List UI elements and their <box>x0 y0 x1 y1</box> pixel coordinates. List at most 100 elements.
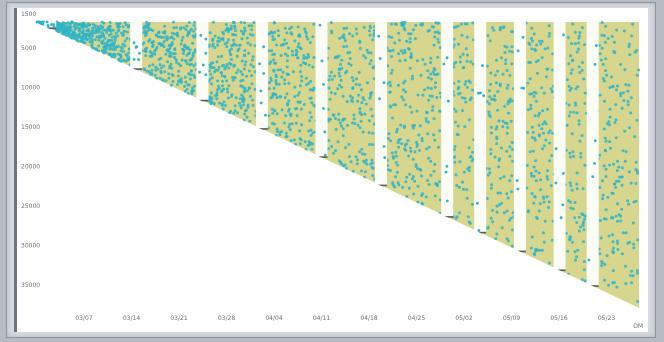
scatter-point <box>492 28 496 32</box>
scatter-point <box>288 27 292 31</box>
scatter-point <box>69 36 73 40</box>
scatter-point <box>490 97 494 101</box>
scatter-point <box>471 21 475 25</box>
scatter-point <box>615 285 619 289</box>
scatter-point <box>229 47 233 51</box>
scatter-point <box>617 165 621 169</box>
scatter-point <box>296 56 300 60</box>
scatter-point <box>328 97 332 101</box>
scatter-point <box>405 175 409 179</box>
scatter-point <box>580 212 584 216</box>
scatter-point <box>327 86 331 90</box>
scatter-point <box>176 74 180 78</box>
scatter-point <box>297 91 301 95</box>
scatter-point <box>77 33 81 37</box>
scatter-point <box>462 170 466 174</box>
scatter-point <box>485 100 489 104</box>
scatter-point <box>273 30 277 34</box>
scatter-point <box>283 96 287 99</box>
scatter-point <box>438 180 441 184</box>
scatter-point <box>566 36 570 40</box>
gap-band <box>513 22 526 252</box>
scatter-point <box>338 36 342 40</box>
scatter-point <box>602 127 606 131</box>
scatter-point <box>510 141 514 144</box>
scatter-point <box>393 185 396 189</box>
x-tick-label: 04/25 <box>408 315 425 322</box>
scatter-point <box>410 74 414 78</box>
scatter-point <box>504 58 508 62</box>
scatter-point <box>240 37 244 41</box>
scatter-point <box>123 29 126 33</box>
scatter-point <box>210 76 214 80</box>
scatter-point <box>242 97 246 101</box>
gap-bands <box>37 20 639 308</box>
scatter-point <box>404 90 408 94</box>
scatter-point <box>427 156 431 160</box>
scatter-point <box>389 139 393 143</box>
scatter-point <box>336 87 340 91</box>
empty-region <box>37 23 639 308</box>
y-tick-label: 5000 <box>21 45 36 52</box>
scatter-point <box>601 62 605 66</box>
scatter-point <box>358 112 362 115</box>
scatter-point <box>608 123 611 127</box>
scatter-point <box>135 45 138 49</box>
scatter-point <box>510 45 514 49</box>
scatter-point <box>487 89 491 93</box>
scatter-point <box>635 269 639 273</box>
scatter-point <box>127 51 131 55</box>
scatter-point <box>547 200 551 204</box>
scatter-point <box>216 68 220 72</box>
scatter-point <box>545 175 549 179</box>
scatter-point <box>283 82 287 86</box>
scatter-point <box>232 21 236 24</box>
scatter-point <box>530 125 534 129</box>
scatter-point <box>245 115 249 119</box>
scatter-point <box>603 262 607 266</box>
scatter-point <box>231 75 235 79</box>
scatter-point <box>245 74 249 78</box>
scatter-point <box>369 59 373 62</box>
scatter-point <box>433 30 437 34</box>
scatter-point <box>150 72 154 76</box>
scatter-point <box>633 50 637 54</box>
scatter-point <box>623 68 627 72</box>
scatter-point <box>598 52 602 56</box>
scatter-point <box>611 269 615 273</box>
scatter-point <box>626 103 630 107</box>
scatter-point <box>327 119 331 123</box>
scatter-point <box>387 132 391 136</box>
scatter-point <box>156 67 160 71</box>
scatter-point <box>499 146 503 150</box>
scatter-point <box>232 38 236 42</box>
scatter-point <box>495 204 499 208</box>
scatter-point <box>367 119 371 123</box>
scatter-point <box>413 150 417 154</box>
scatter-point <box>81 29 85 33</box>
scatter-point <box>172 26 176 30</box>
scatter-point <box>112 48 116 52</box>
scatter-point <box>601 197 605 201</box>
scatter-point <box>181 35 185 39</box>
scatter-point <box>286 103 290 107</box>
scatter-point <box>243 26 247 30</box>
scatter-point <box>545 67 549 71</box>
scatter-point <box>412 192 416 196</box>
scatter-point <box>224 23 228 26</box>
scatter-point <box>489 148 493 151</box>
scatter-point <box>599 58 603 62</box>
scatter-point <box>371 38 375 42</box>
scatter-point <box>475 201 479 205</box>
scatter-point <box>551 68 554 72</box>
scatter-point <box>218 101 222 105</box>
x-tick-label: 05/02 <box>455 315 472 322</box>
scatter-point <box>311 65 315 69</box>
scatter-point <box>534 99 538 103</box>
scatter-point <box>455 132 459 136</box>
scatter-point <box>616 219 619 223</box>
scatter-point <box>496 108 500 112</box>
scatter-point <box>329 70 333 74</box>
scatter-point <box>360 101 364 105</box>
scatter-point <box>539 188 543 192</box>
